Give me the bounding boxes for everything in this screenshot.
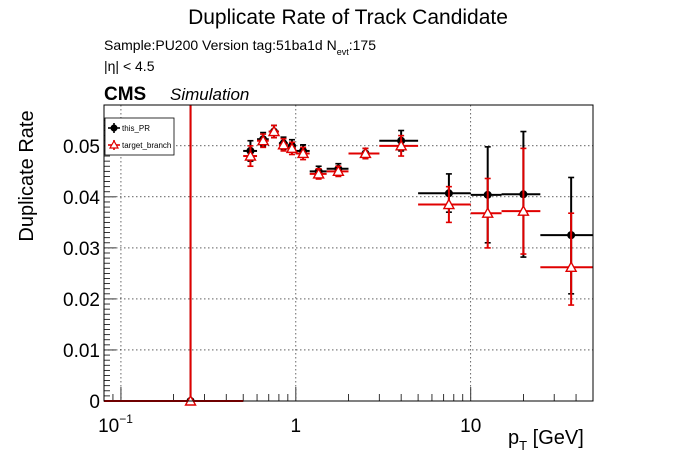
x-tick-label-base: 10 [98,416,119,437]
sample-info-suffix: :175 [349,37,376,53]
data-point [312,167,325,179]
x-tick-label: 10 [460,416,481,437]
eta-cut-label: |η| < 4.5 [104,58,155,74]
x-tick-label: 10−1 [98,412,133,437]
legend-label: this_PR [122,124,150,133]
series-target_branch [104,105,593,406]
y-axis-title: Duplicate Rate [16,110,38,241]
x-tick-label-base: 1 [291,416,302,437]
legend-entries: this_PR target_branch [108,123,171,150]
data-point [332,164,345,177]
y-tick-label: 0 [89,392,100,413]
x-axis-title-unit: [GeV] [527,427,584,449]
sample-info-subscript: evt [337,47,350,57]
x-tick-label-base: 10 [460,416,481,437]
data-point [394,139,408,151]
sample-info-prefix: Sample:PU200 Version tag:51ba1d N [104,37,337,53]
sample-info: Sample:PU200 Version tag:51ba1d Nevt:175 [104,37,376,57]
y-tick-label: 0.03 [63,239,100,260]
legend-marker [108,139,120,149]
chart-title: Duplicate Rate of Track Candidate [188,6,508,29]
data-point [267,125,281,137]
legend-entry-this_PR: this_PR [108,123,150,133]
data-point [285,141,299,154]
legend: this_PR target_branch [104,117,175,156]
y-tick-label: 0.04 [63,188,100,209]
x-tick-label: 1 [291,416,302,437]
data-point [517,204,530,216]
x-axis-title: pT [GeV] [508,427,584,453]
cms-label: CMS [104,84,146,105]
data-point [442,198,456,210]
data-point [244,149,257,161]
data-point [481,206,494,218]
legend-box [104,117,175,156]
legend-label: target_branch [122,141,171,150]
data-point [564,260,578,272]
legend-marker [110,124,118,132]
data-point [277,138,290,150]
simulation-label: Simulation [170,85,249,104]
data-series [104,105,593,406]
legend-entry-target_branch: target_branch [108,139,171,150]
data-point [296,147,310,159]
data-point [359,147,372,159]
x-axis-title-main: p [508,427,519,449]
plot-frame [103,104,594,402]
y-tick-label: 0.02 [63,290,100,311]
y-tick-label: 0.05 [63,137,100,158]
x-axis-title-sub: T [519,438,527,453]
data-point [256,134,270,146]
y-tick-label: 0.01 [63,341,100,362]
x-tick-label-exponent: −1 [119,412,133,426]
